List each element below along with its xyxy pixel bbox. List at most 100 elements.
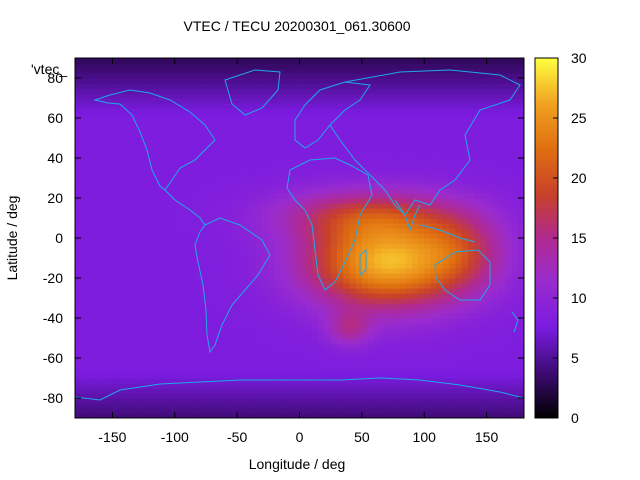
heatmap-cell (324, 183, 332, 189)
heatmap-cell (424, 333, 432, 339)
heatmap-cell (237, 323, 244, 329)
heatmap-cell (330, 133, 338, 139)
heatmap-cell (287, 268, 294, 274)
heatmap-cell (131, 388, 138, 394)
heatmap-cell (162, 378, 170, 384)
heatmap-cell (517, 183, 524, 189)
heatmap-cell (280, 408, 288, 414)
heatmap-cell (486, 238, 494, 244)
heatmap-cell (137, 283, 145, 289)
heatmap-cell (380, 373, 388, 379)
heatmap-cell (411, 298, 419, 304)
heatmap-cell (299, 168, 307, 174)
heatmap-cell (455, 388, 463, 394)
heatmap-cell (255, 413, 263, 418)
heatmap-cell (461, 378, 469, 384)
heatmap-cell (118, 93, 126, 99)
heatmap-cell (249, 108, 257, 114)
heatmap-cell (330, 323, 338, 329)
heatmap-cell (280, 233, 288, 239)
heatmap-cell (386, 208, 394, 214)
heatmap-cell (349, 163, 357, 169)
heatmap-cell (324, 178, 332, 184)
heatmap-cell (436, 283, 444, 289)
heatmap-cell (467, 343, 475, 349)
heatmap-cell (492, 408, 500, 414)
heatmap-cell (386, 343, 394, 349)
heatmap-cell (205, 413, 213, 418)
heatmap-cell (156, 143, 163, 149)
heatmap-cell (149, 298, 157, 304)
heatmap-cell (243, 143, 251, 149)
heatmap-cell (380, 173, 388, 179)
heatmap-cell (505, 173, 513, 179)
heatmap-cell (137, 168, 145, 174)
heatmap-cell (505, 258, 513, 264)
heatmap-cell (436, 378, 444, 384)
heatmap-cell (455, 128, 463, 134)
heatmap-cell (255, 223, 263, 229)
heatmap-cell (424, 198, 432, 204)
heatmap-cell (299, 238, 307, 244)
heatmap-cell (199, 358, 207, 364)
heatmap-cell (224, 83, 232, 89)
heatmap-cell (243, 148, 251, 154)
heatmap-cell (118, 388, 126, 394)
heatmap-cell (424, 313, 432, 319)
heatmap-cell (399, 93, 407, 99)
heatmap-cell (87, 153, 95, 159)
heatmap-cell (442, 258, 450, 264)
heatmap-cell (93, 293, 101, 299)
heatmap-cell (106, 348, 114, 354)
heatmap-cell (280, 288, 288, 294)
heatmap-cell (355, 348, 363, 354)
heatmap-cell (181, 198, 188, 204)
heatmap-cell (336, 88, 344, 94)
heatmap-cell (505, 118, 513, 124)
heatmap-cell (181, 208, 188, 214)
heatmap-cell (99, 343, 107, 349)
heatmap-cell (243, 178, 251, 184)
heatmap-cell (174, 198, 182, 204)
heatmap-cell (430, 113, 438, 119)
heatmap-cell (386, 373, 394, 379)
heatmap-cell (442, 403, 450, 409)
heatmap-cell (230, 253, 238, 259)
heatmap-cell (280, 278, 288, 284)
heatmap-cell (474, 248, 481, 254)
heatmap-cell (143, 233, 151, 239)
heatmap-cell (293, 213, 301, 219)
heatmap-cell (193, 318, 201, 324)
heatmap-cell (149, 283, 157, 289)
heatmap-cell (399, 133, 407, 139)
heatmap-cell (305, 303, 313, 309)
heatmap-cell (187, 273, 195, 279)
heatmap-cell (230, 348, 238, 354)
heatmap-cell (205, 378, 213, 384)
heatmap-cell (311, 218, 319, 224)
heatmap-cell (149, 363, 157, 369)
heatmap-cell (224, 283, 232, 289)
heatmap-cell (181, 68, 188, 74)
heatmap-cell (442, 233, 450, 239)
heatmap-cell (517, 178, 524, 184)
heatmap-cell (486, 323, 494, 329)
heatmap-cell (243, 68, 251, 74)
heatmap-cell (511, 158, 519, 164)
heatmap-cell (274, 343, 282, 349)
heatmap-cell (193, 283, 201, 289)
heatmap-cell (374, 173, 382, 179)
heatmap-cell (143, 358, 151, 364)
heatmap-cell (480, 133, 488, 139)
heatmap-cell (424, 383, 432, 389)
heatmap-cell (99, 148, 107, 154)
heatmap-cell (417, 153, 425, 159)
heatmap-cell (268, 358, 276, 364)
heatmap-cell (156, 163, 163, 169)
heatmap-cell (181, 308, 188, 314)
heatmap-cell (449, 358, 457, 364)
heatmap-cell (374, 158, 382, 164)
heatmap-cell (99, 318, 107, 324)
heatmap-cell (318, 253, 326, 259)
heatmap-cell (399, 138, 407, 144)
